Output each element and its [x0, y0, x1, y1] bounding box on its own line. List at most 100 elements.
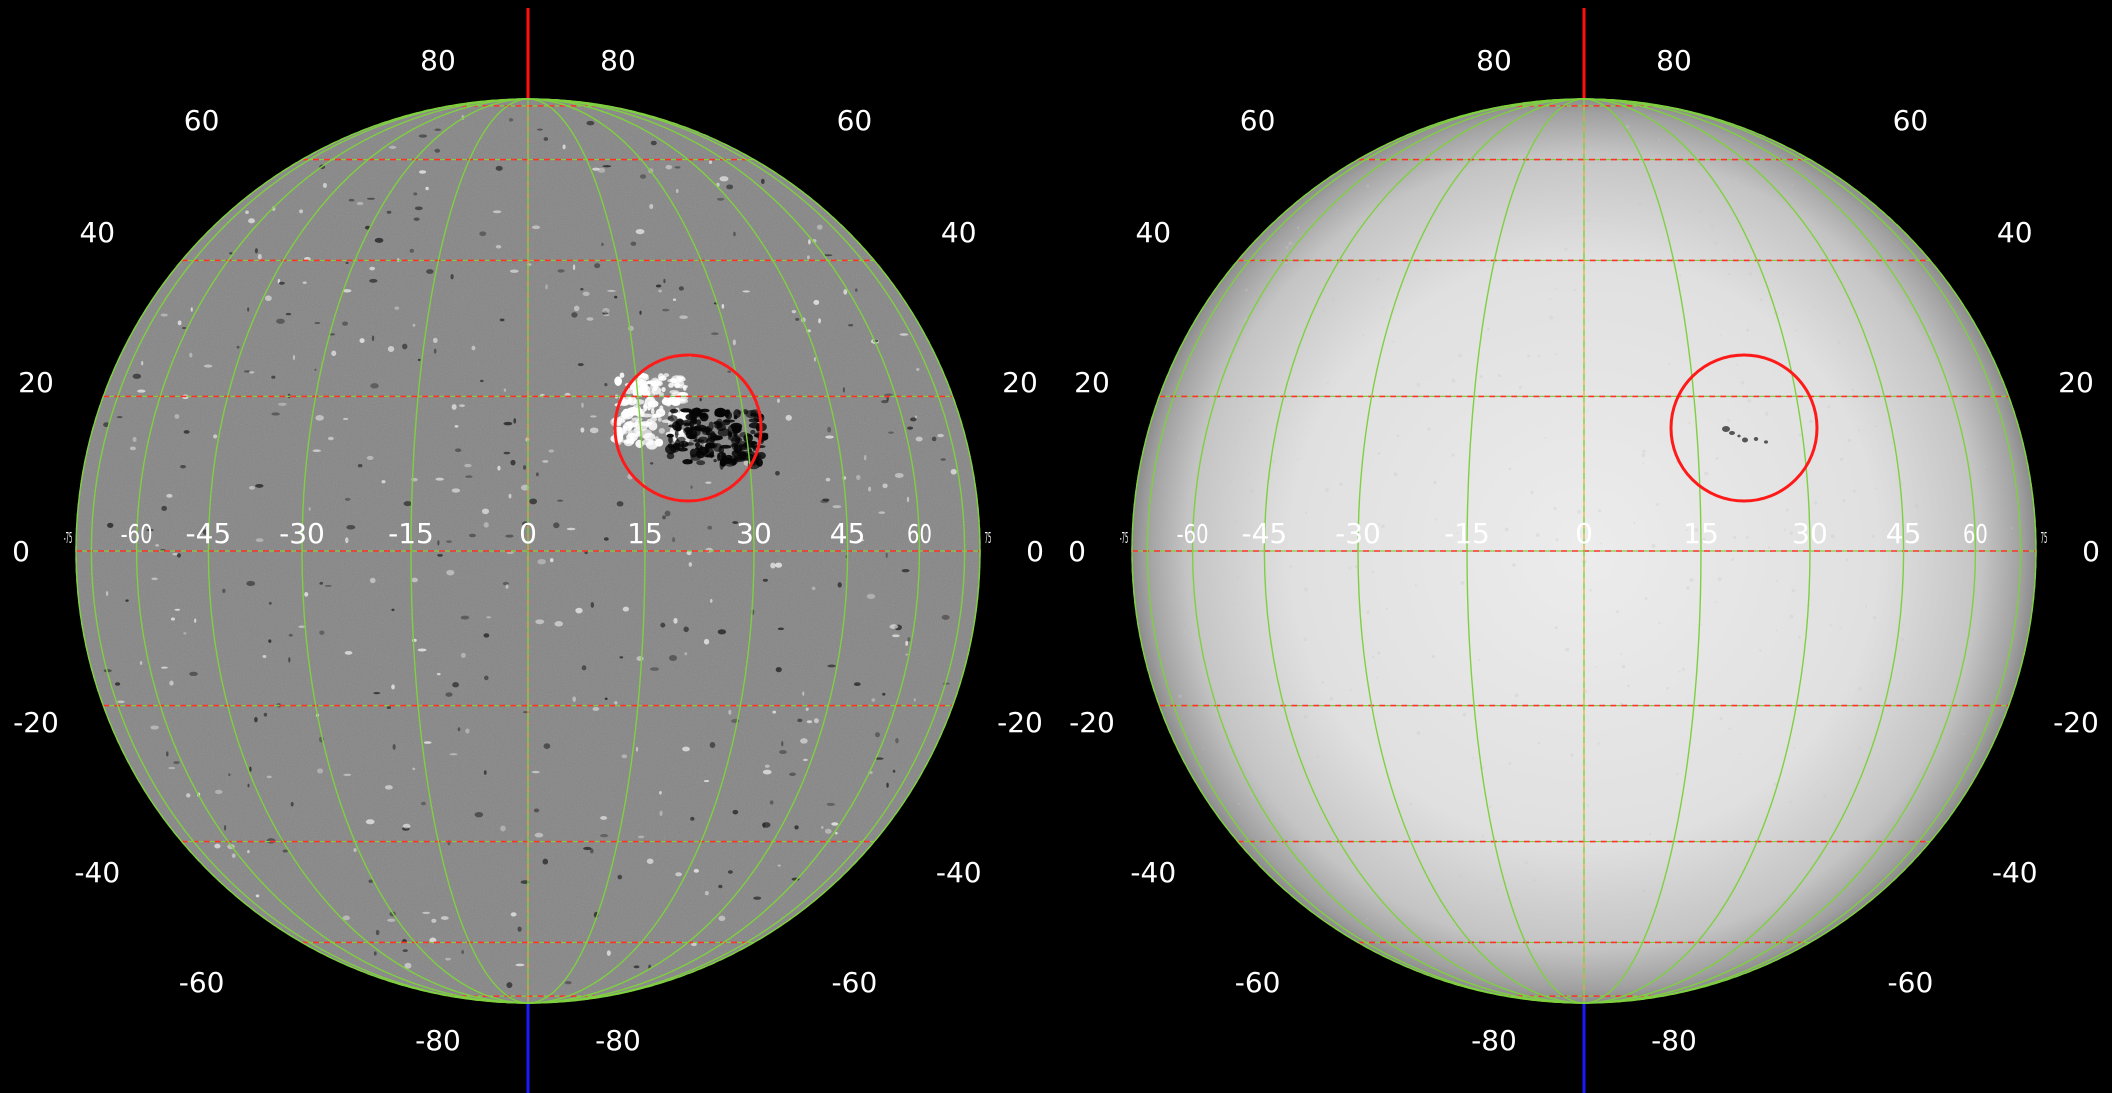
positive-flux	[634, 420, 639, 427]
network-element	[818, 318, 821, 324]
granulation-speck	[1727, 272, 1731, 276]
longitude-label: -15	[1444, 517, 1490, 550]
latitude-label: 60	[184, 104, 220, 137]
positive-flux	[639, 408, 645, 415]
granulation-speck	[1767, 546, 1771, 549]
granulation-speck	[1409, 802, 1413, 806]
network-element	[727, 870, 733, 874]
network-element	[940, 458, 946, 461]
granulation-speck	[1734, 847, 1737, 850]
longitude-meridian	[527, 98, 966, 1004]
latitude-label: 80	[1476, 44, 1512, 77]
granulation-speck	[1178, 694, 1182, 699]
granulation-speck	[1504, 527, 1509, 532]
network-element	[571, 312, 578, 318]
network-element	[255, 894, 260, 898]
granulation-speck	[1900, 637, 1905, 642]
network-element	[282, 849, 288, 853]
network-element	[465, 728, 470, 734]
network-element	[483, 770, 487, 775]
network-element	[533, 808, 540, 813]
network-element	[857, 539, 865, 542]
network-element	[775, 562, 783, 568]
granulation-speck	[1487, 265, 1489, 267]
network-element	[564, 980, 572, 985]
granulation-speck	[1508, 467, 1512, 471]
negative-flux	[682, 459, 693, 465]
granulation-speck	[1879, 340, 1884, 345]
granulation-speck	[1271, 460, 1276, 464]
latitude-label: 0	[12, 535, 30, 568]
network-element	[366, 455, 374, 461]
network-element	[705, 547, 713, 553]
network-element	[580, 427, 585, 433]
network-element	[365, 819, 375, 825]
granulation-speck	[1858, 746, 1861, 750]
network-element	[769, 800, 774, 805]
granulation-speck	[1872, 616, 1877, 620]
longitude-label: -75	[1120, 530, 1129, 547]
network-element	[659, 790, 662, 795]
positive-flux	[627, 396, 637, 406]
network-element	[882, 692, 886, 696]
network-element	[402, 949, 408, 953]
network-element	[114, 682, 121, 686]
network-element	[630, 241, 637, 246]
positive-flux	[635, 426, 639, 430]
network-element	[684, 652, 688, 656]
network-element	[460, 615, 470, 620]
negative-flux	[670, 408, 679, 414]
network-element	[572, 264, 576, 271]
longitude-meridian	[527, 98, 921, 1004]
longitude-label: 15	[1683, 517, 1719, 550]
network-element	[825, 477, 831, 482]
network-element	[606, 950, 611, 956]
network-element	[513, 418, 517, 424]
network-element	[827, 426, 832, 433]
network-element	[255, 483, 264, 488]
longitude-meridian	[1583, 98, 1702, 1004]
network-element	[590, 602, 595, 608]
negative-flux	[689, 448, 698, 458]
network-element	[816, 224, 823, 230]
network-element	[941, 614, 950, 620]
granulation-speck	[1348, 567, 1352, 570]
granulation-speck	[1872, 777, 1876, 780]
network-element	[649, 203, 654, 209]
network-element	[822, 498, 830, 502]
granulation-speck	[1553, 507, 1557, 510]
granulation-speck	[1827, 405, 1831, 409]
granulation-speck	[1586, 804, 1589, 807]
network-element	[907, 426, 914, 430]
network-element	[668, 654, 678, 661]
network-element	[515, 963, 525, 967]
longitude-meridian	[301, 98, 529, 1004]
network-element	[549, 558, 554, 563]
negative-flux	[709, 433, 717, 439]
network-element	[319, 630, 325, 635]
network-element	[517, 926, 522, 932]
network-element	[871, 698, 876, 702]
latitude-label: -20	[2053, 706, 2099, 739]
network-element	[394, 306, 400, 310]
granulation-speck	[1823, 794, 1827, 798]
network-element	[182, 327, 187, 330]
network-element	[271, 412, 280, 416]
network-element	[412, 767, 416, 771]
network-element	[824, 828, 832, 834]
network-element	[705, 481, 712, 484]
network-element	[402, 343, 408, 350]
positive-flux	[657, 373, 665, 381]
network-element	[931, 436, 937, 442]
network-element	[703, 638, 710, 645]
negative-flux	[727, 425, 736, 435]
granulation-speck	[1507, 266, 1510, 269]
network-element	[417, 648, 427, 652]
granulation-speck	[1648, 833, 1652, 836]
granulation-speck	[1874, 424, 1878, 428]
positive-flux	[646, 440, 658, 450]
network-element	[160, 313, 168, 317]
network-element	[387, 918, 396, 922]
network-element	[683, 626, 689, 633]
network-element	[915, 436, 923, 442]
